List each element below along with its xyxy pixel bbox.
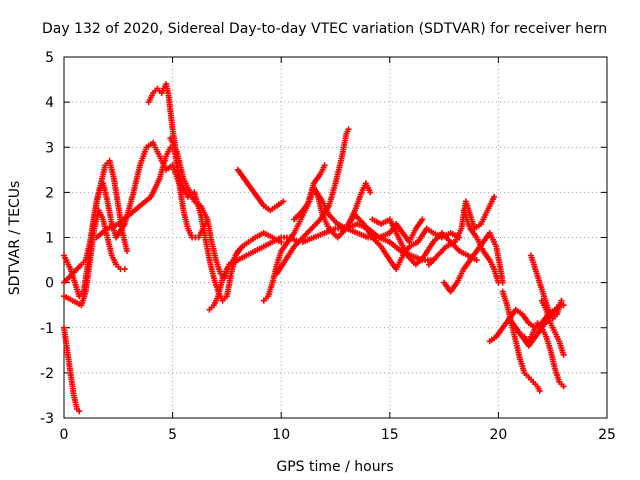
data-point bbox=[124, 248, 130, 254]
data-point bbox=[419, 216, 426, 223]
series-sat-d bbox=[61, 139, 189, 286]
y-tick-label: -2 bbox=[40, 366, 54, 382]
series-sat-t bbox=[460, 207, 502, 286]
x-tick-label: 5 bbox=[168, 427, 177, 443]
x-axis-label: GPS time / hours bbox=[276, 459, 393, 475]
data-point bbox=[491, 193, 498, 200]
series-sat-p bbox=[345, 211, 463, 273]
y-tick-label: 5 bbox=[45, 50, 54, 66]
series-sat-v bbox=[499, 288, 543, 394]
chart-title: Day 132 of 2020, Sidereal Day-to-day VTE… bbox=[42, 21, 607, 37]
y-tick-label: 2 bbox=[45, 185, 54, 201]
x-tick-label: 15 bbox=[381, 427, 399, 443]
series-sat-f bbox=[145, 81, 211, 241]
data-point bbox=[560, 383, 567, 390]
data-point bbox=[536, 387, 543, 394]
data-point bbox=[321, 162, 328, 169]
data-series bbox=[61, 81, 567, 415]
y-tick-label: 1 bbox=[45, 231, 54, 247]
x-tick-label: 10 bbox=[272, 427, 290, 443]
data-point bbox=[473, 257, 480, 264]
data-point bbox=[367, 189, 374, 196]
series-sat-x bbox=[521, 320, 567, 390]
y-tick-label: -3 bbox=[40, 411, 54, 427]
data-point bbox=[280, 198, 287, 205]
data-point bbox=[345, 126, 352, 133]
data-point bbox=[76, 408, 83, 415]
series-sat-g bbox=[167, 135, 241, 282]
x-tick-label: 20 bbox=[489, 427, 507, 443]
x-tick-label: 25 bbox=[598, 427, 616, 443]
series-sat-q bbox=[369, 216, 480, 268]
y-tick-label: -1 bbox=[40, 321, 54, 337]
series-sat-a bbox=[61, 324, 83, 415]
data-point bbox=[121, 266, 128, 273]
series-sat-s bbox=[441, 230, 506, 295]
data-point bbox=[560, 351, 567, 358]
plot-frame bbox=[63, 56, 608, 419]
series-sat-y bbox=[528, 252, 565, 322]
y-tick-label: 3 bbox=[45, 140, 54, 156]
data-point bbox=[495, 279, 502, 286]
series-sat-j bbox=[234, 166, 287, 214]
y-tick-label: 0 bbox=[45, 276, 54, 292]
y-axis-label: SDTVAR / TECUs bbox=[7, 181, 23, 296]
y-tick-label: 4 bbox=[45, 95, 54, 111]
series-sat-l bbox=[273, 126, 352, 277]
x-tick-label: 0 bbox=[60, 427, 69, 443]
data-point bbox=[558, 297, 565, 304]
series-sat-r bbox=[425, 193, 498, 268]
series-sat-z bbox=[538, 297, 567, 358]
